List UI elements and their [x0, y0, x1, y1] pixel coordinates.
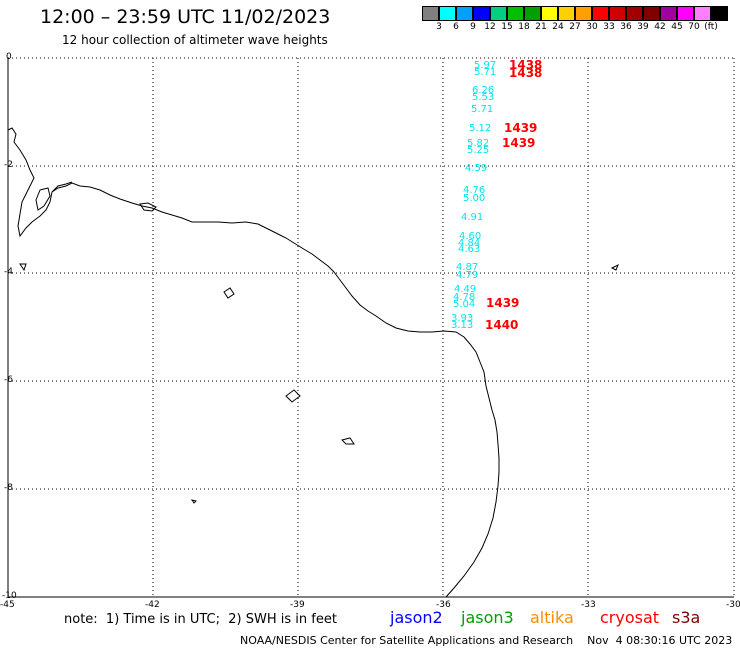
legend-jason2: jason2 [390, 608, 443, 627]
lon-label: -45 [0, 600, 15, 610]
wave-height-label: 5.12 [469, 123, 492, 134]
wave-height-label: 4.76 [463, 185, 486, 196]
color-scale-label: 36 [620, 22, 632, 32]
legend-altika: altika [530, 608, 574, 627]
color-scale-label: 30 [586, 22, 598, 32]
color-swatch [524, 6, 541, 21]
color-scale-label: 6 [453, 22, 459, 32]
pass-time-label: 1439 [502, 136, 536, 150]
color-swatch [711, 6, 728, 21]
island-marajo [139, 202, 157, 212]
wave-height-label: 4.87 [456, 262, 479, 273]
wave-height-label: 6.26 [472, 85, 495, 96]
lon-label: -39 [290, 600, 305, 610]
wave-height-label: 4.63 [458, 244, 481, 255]
pass-time-label: 1439 [504, 121, 538, 135]
color-scale-label: 70 [688, 22, 700, 32]
color-scale-label: 3 [436, 22, 442, 32]
legend-cryosat: cryosat [600, 608, 660, 627]
color-scale-label: 15 [501, 22, 513, 32]
lat-label: -6 [4, 375, 13, 385]
wave-height-label: 5.00 [463, 193, 486, 204]
color-scale-label: 21 [535, 22, 547, 32]
wave-height-label: 4.84 [458, 238, 481, 249]
color-scale-label: 12 [484, 22, 496, 32]
island-2 [285, 389, 301, 403]
color-scale-label: 39 [637, 22, 649, 32]
wave-height-label: 3.93 [451, 313, 474, 324]
color-swatch [422, 6, 439, 21]
lon-label: -42 [145, 600, 160, 610]
color-swatch [541, 6, 558, 21]
color-swatch [473, 6, 490, 21]
island-delta [35, 187, 51, 211]
island-4 [19, 263, 27, 272]
lat-label: -4 [4, 267, 13, 277]
wave-height-label: 4.59 [465, 163, 488, 174]
coastline-west [7, 127, 73, 238]
legend-jason3: jason3 [461, 608, 514, 627]
color-swatch [456, 6, 473, 21]
wave-height-label: 5.25 [467, 145, 490, 156]
coastline [51, 182, 500, 598]
color-swatch [575, 6, 592, 21]
wave-height-label: 5.71 [474, 67, 497, 78]
color-swatch [439, 6, 456, 21]
wave-height-label: 4.49 [454, 284, 477, 295]
wave-height-label: 4.78 [453, 292, 476, 303]
color-scale-label: (ft) [704, 22, 718, 32]
island-6 [190, 499, 197, 504]
wave-height-label: 4.60 [459, 231, 482, 242]
lon-label: -36 [436, 600, 451, 610]
color-swatch [507, 6, 524, 21]
color-swatch [694, 6, 711, 21]
wave-height-label: 5.71 [471, 104, 494, 115]
color-swatch [592, 6, 609, 21]
wave-height-label: 3.13 [451, 320, 474, 331]
color-scale-label: 33 [603, 22, 615, 32]
color-swatch [660, 6, 677, 21]
pass-time-label: 1438 [509, 66, 543, 80]
color-scale-bar [422, 6, 728, 21]
lat-label: -2 [4, 160, 13, 170]
pass-time-label: 1440 [485, 318, 519, 332]
lon-label: -30 [726, 600, 740, 610]
color-swatch [643, 6, 660, 21]
island-3 [341, 437, 355, 445]
color-swatch [626, 6, 643, 21]
page-title: 12:00 – 23:59 UTC 11/02/2023 [40, 6, 331, 28]
pass-time-label: 1438 [509, 58, 543, 72]
lat-label: -10 [2, 591, 17, 601]
color-swatch [558, 6, 575, 21]
color-scale-label: 18 [518, 22, 530, 32]
color-swatch [609, 6, 626, 21]
wave-height-label: 5.82 [467, 138, 490, 149]
color-scale-label: 24 [552, 22, 564, 32]
wave-height-label: 4.91 [461, 212, 484, 223]
map-grid [8, 57, 735, 597]
legend-s3a: s3a [672, 608, 701, 627]
wave-height-label: 5.04 [453, 299, 476, 310]
color-scale-label: 9 [470, 22, 476, 32]
units-note: note: 1) Time is in UTC; 2) SWH is in fe… [64, 612, 337, 627]
wave-height-label: 5.97 [474, 60, 497, 71]
color-scale-label: 42 [654, 22, 666, 32]
page-subtitle: 12 hour collection of altimeter wave hei… [62, 33, 328, 47]
island-1 [223, 287, 235, 299]
lat-label: -8 [4, 483, 13, 493]
color-scale-label: 45 [671, 22, 683, 32]
wave-height-label: 5.53 [472, 92, 495, 103]
footer-credit: NOAA/NESDIS Center for Satellite Applica… [240, 634, 733, 647]
color-swatch [677, 6, 694, 21]
wave-height-label: 4.79 [456, 270, 479, 281]
color-scale-label: 27 [569, 22, 581, 32]
island-5 [610, 263, 619, 271]
pass-time-label: 1439 [486, 296, 520, 310]
lat-label: 0 [6, 52, 12, 62]
lon-label: -33 [581, 600, 596, 610]
color-swatch [490, 6, 507, 21]
